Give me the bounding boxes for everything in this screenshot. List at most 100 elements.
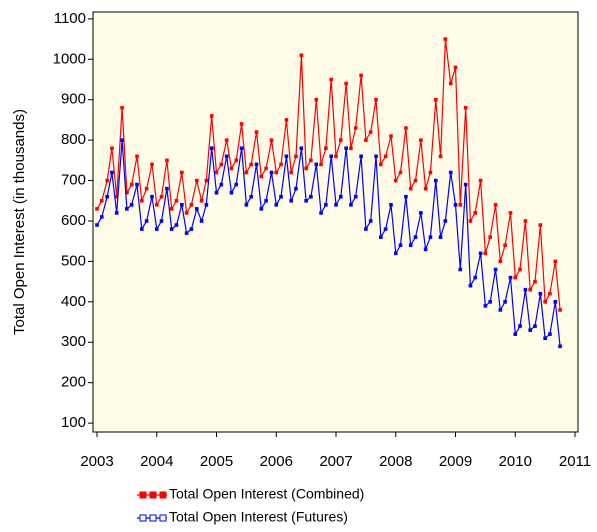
data-point <box>379 162 383 167</box>
data-point <box>249 162 253 167</box>
data-point <box>389 203 393 207</box>
data-point <box>483 304 488 308</box>
data-point <box>393 178 398 183</box>
data-point <box>274 203 279 207</box>
data-point <box>269 138 274 142</box>
data-point <box>553 300 558 304</box>
data-point <box>180 170 184 175</box>
data-point <box>543 300 547 304</box>
data-point <box>553 259 558 264</box>
data-point <box>284 154 289 159</box>
data-point <box>309 194 313 199</box>
data-point <box>433 97 438 102</box>
data-point <box>503 243 507 248</box>
data-point <box>508 211 513 215</box>
data-point <box>140 198 144 203</box>
data-point <box>254 130 259 134</box>
data-point <box>180 203 184 207</box>
data-point <box>364 227 368 231</box>
data-point <box>393 251 398 256</box>
data-point <box>105 178 109 183</box>
data-point <box>289 170 293 175</box>
data-point <box>419 138 423 142</box>
data-point <box>184 231 189 235</box>
data-point <box>189 203 194 207</box>
data-point <box>433 178 438 183</box>
data-point <box>114 211 119 215</box>
data-point <box>438 154 443 159</box>
data-point <box>214 170 219 175</box>
data-point <box>518 267 522 272</box>
data-point <box>234 182 239 187</box>
data-point <box>548 332 552 336</box>
data-point <box>279 194 283 199</box>
data-point <box>329 154 334 159</box>
data-point <box>219 162 224 167</box>
data-point <box>538 223 543 227</box>
data-point <box>329 77 334 82</box>
data-point <box>169 207 174 211</box>
data-point <box>249 194 253 199</box>
data-point <box>110 170 114 175</box>
data-point <box>379 235 383 239</box>
data-point <box>353 126 358 130</box>
y-tick-label: 200 <box>61 374 86 391</box>
data-point <box>374 97 378 102</box>
data-point <box>154 203 159 207</box>
data-point <box>324 146 328 151</box>
data-point <box>135 154 139 159</box>
y-tick-label: 100 <box>61 414 86 431</box>
data-point <box>359 154 363 159</box>
data-point <box>538 291 543 296</box>
data-point <box>419 211 423 215</box>
data-point <box>463 182 468 187</box>
data-point <box>483 251 488 256</box>
data-point <box>105 194 109 199</box>
y-tick-label: 800 <box>61 131 86 148</box>
data-point <box>528 287 532 292</box>
series-line <box>96 140 561 347</box>
data-point <box>324 203 328 207</box>
data-point <box>458 203 463 207</box>
data-point <box>284 118 289 122</box>
data-point <box>404 126 408 130</box>
legend-marker <box>159 491 167 499</box>
data-point <box>129 203 134 207</box>
data-point <box>159 219 164 223</box>
y-tick-label: 900 <box>61 91 86 108</box>
data-point <box>334 154 338 159</box>
data-point <box>165 186 169 191</box>
data-point <box>199 219 204 223</box>
data-point <box>493 203 498 207</box>
data-point <box>189 227 194 231</box>
data-point <box>125 207 129 211</box>
data-point <box>498 259 503 264</box>
data-point <box>319 211 323 215</box>
data-point <box>468 283 473 288</box>
data-point <box>209 114 214 118</box>
data-point <box>344 81 348 86</box>
data-point <box>174 223 179 227</box>
data-point <box>533 279 537 284</box>
data-point <box>428 235 433 239</box>
data-point <box>398 170 403 175</box>
x-tick-label: 2006 <box>260 453 293 470</box>
y-tick-label: 700 <box>61 172 86 189</box>
data-point <box>523 287 528 292</box>
data-point <box>219 182 224 187</box>
data-point <box>99 215 104 219</box>
data-point <box>528 328 532 332</box>
y-tick-label: 1000 <box>53 50 86 67</box>
data-point <box>423 247 428 252</box>
data-point <box>488 300 492 304</box>
data-point <box>473 211 478 215</box>
data-point <box>129 182 134 187</box>
x-tick-label: 2007 <box>319 453 352 470</box>
data-point <box>314 97 319 102</box>
data-point <box>144 219 149 223</box>
data-point <box>264 166 268 171</box>
data-point <box>199 198 204 203</box>
data-point <box>438 235 443 239</box>
data-point <box>110 146 114 151</box>
